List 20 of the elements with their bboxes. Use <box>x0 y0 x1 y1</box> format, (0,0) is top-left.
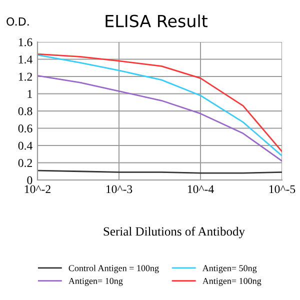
y-tick-label: 1.4 <box>18 56 32 64</box>
legend-label: Antigen= 50ng <box>202 265 257 274</box>
y-tick-label: 0.4 <box>18 142 32 150</box>
y-axis-title: O.D. <box>6 17 29 26</box>
legend-label: Antigen= 100ng <box>202 278 262 286</box>
legend-label: Control Antigen = 100ng <box>68 264 159 274</box>
y-tick-label: 1.6 <box>18 38 32 46</box>
y-tick-label: 0 <box>27 176 32 184</box>
x-tick-label: 10^-2 <box>24 185 50 194</box>
y-tick-label: 1.2 <box>18 72 32 81</box>
x-axis-title: Serial Dilutions of Antibody <box>104 226 245 238</box>
y-tick-label: 0.2 <box>18 158 32 168</box>
legend-label: Antigen= 10ng <box>68 278 123 286</box>
y-tick-label: 0.8 <box>18 107 32 116</box>
chart-title: ELISA Result <box>106 14 208 28</box>
x-tick-label: 10^-4 <box>188 185 214 194</box>
x-tick-label: 10^-3 <box>106 185 132 194</box>
y-tick-label: 0.6 <box>18 124 32 133</box>
x-tick-label: 10^-5 <box>269 185 296 194</box>
y-tick-label: 1 <box>28 90 32 98</box>
